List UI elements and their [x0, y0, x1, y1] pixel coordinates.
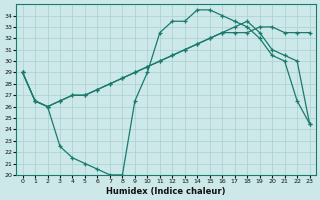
- X-axis label: Humidex (Indice chaleur): Humidex (Indice chaleur): [106, 187, 226, 196]
